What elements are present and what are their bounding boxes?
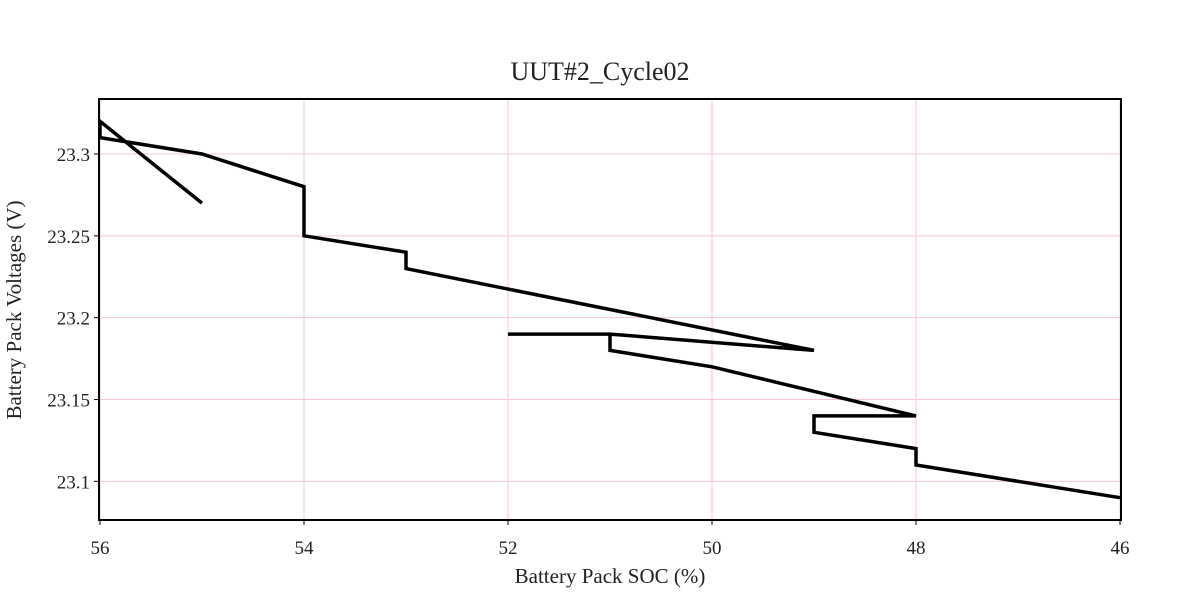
y-tick-label: 23.15 bbox=[47, 391, 90, 412]
series-line bbox=[98, 117, 1121, 500]
x-axis-label: Battery Pack SOC (%) bbox=[515, 564, 706, 588]
y-axis-label: Battery Pack Voltages (V) bbox=[2, 200, 26, 419]
y-tick-label: 23.1 bbox=[57, 472, 90, 493]
x-tick-label: 50 bbox=[703, 538, 722, 559]
y-tick-label: 23.3 bbox=[57, 145, 90, 166]
x-tick-label: 56 bbox=[91, 538, 110, 559]
x-tick-label: 52 bbox=[499, 538, 518, 559]
series-layer bbox=[98, 117, 1121, 500]
x-tick-label: 48 bbox=[907, 538, 926, 559]
ticks: 56 54 52 50 48 46 23.1 23.15 23.2 23.25 23.3 bbox=[47, 145, 1129, 559]
y-tick-label: 23.2 bbox=[57, 309, 90, 330]
x-tick-label: 54 bbox=[295, 538, 315, 559]
x-tick-label: 46 bbox=[1111, 538, 1130, 559]
plot-frame bbox=[98, 98, 1122, 521]
y-tick-label: 23.25 bbox=[47, 227, 90, 248]
chart-title: UUT#2_Cycle02 bbox=[510, 57, 689, 86]
